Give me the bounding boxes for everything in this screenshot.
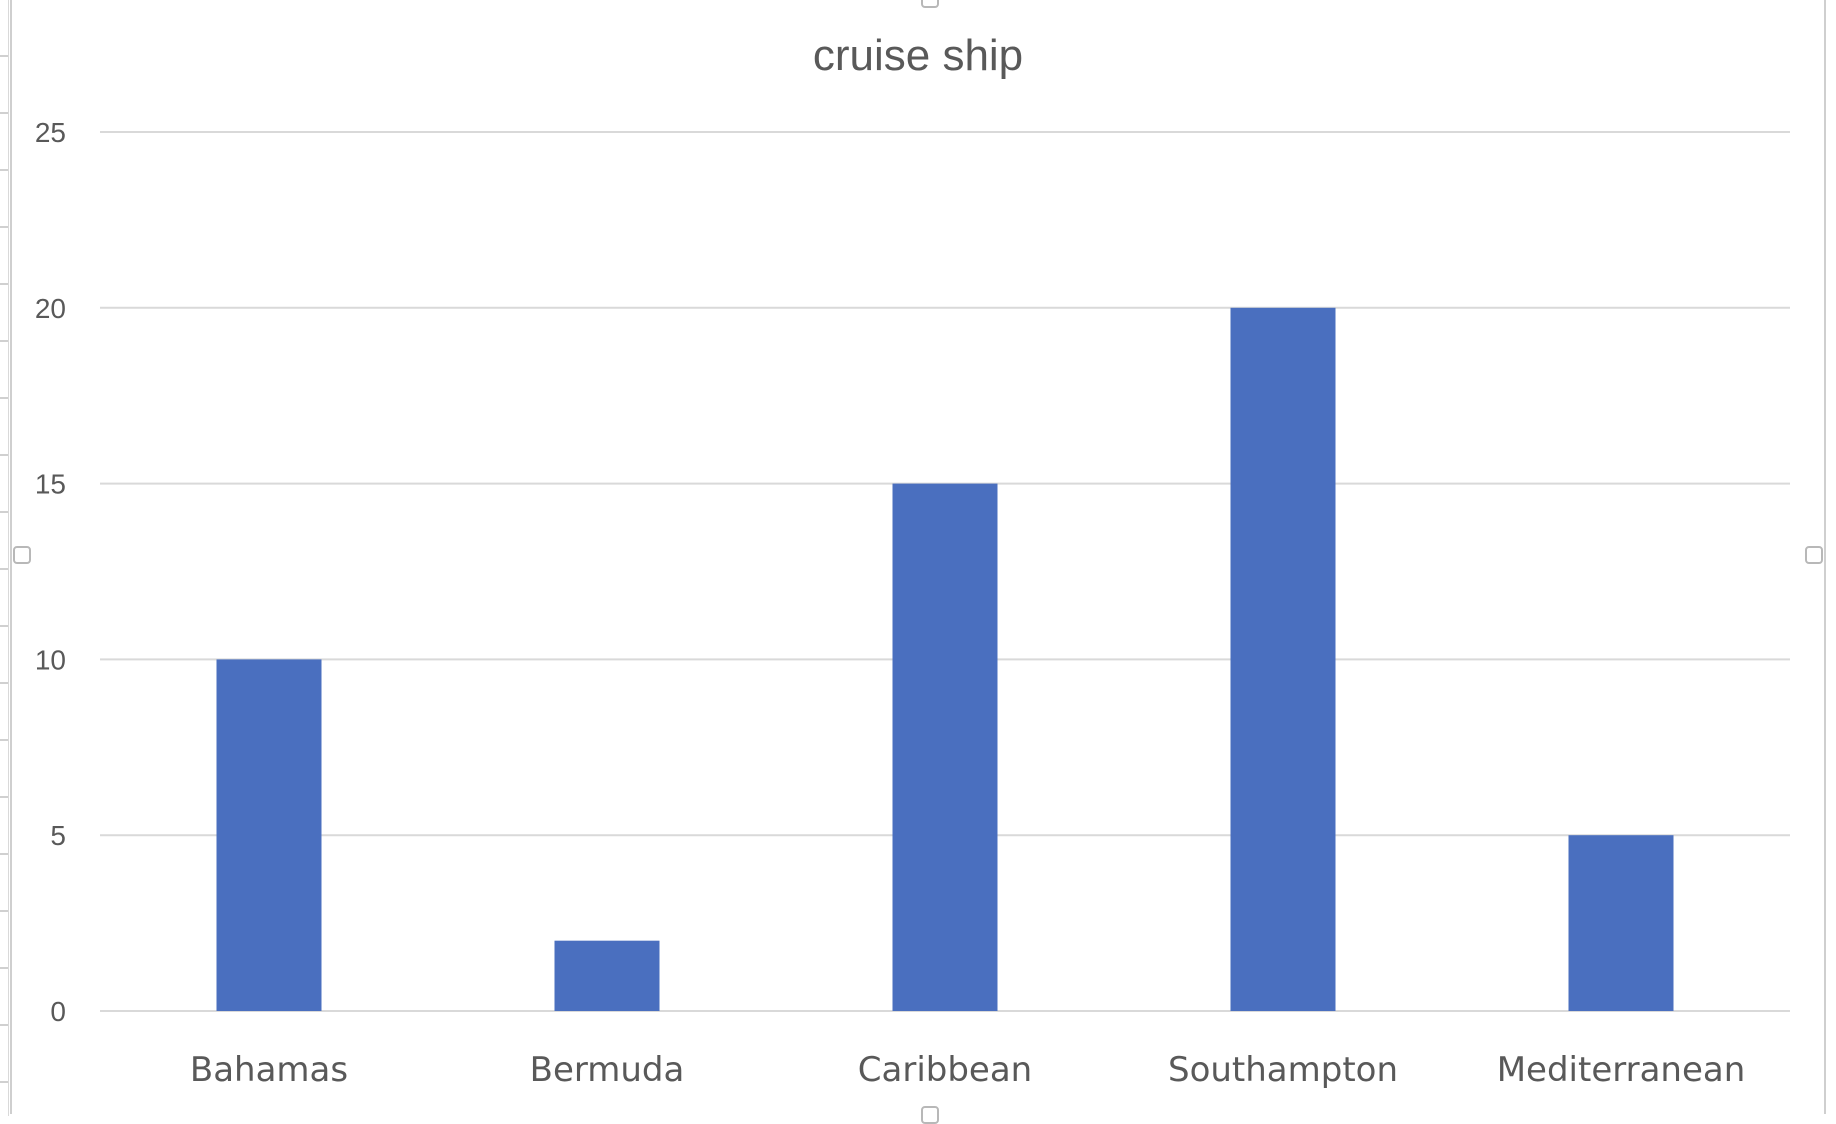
bars <box>216 307 1674 1012</box>
bar-caribbean[interactable] <box>892 483 998 1012</box>
y-tick-label: 5 <box>50 820 66 851</box>
x-category-label: Caribbean <box>858 1050 1032 1090</box>
resize-handle-top[interactable] <box>921 0 939 8</box>
left-ruler <box>0 0 9 1116</box>
resize-handle-left[interactable] <box>13 546 31 564</box>
x-category-label: Bermuda <box>530 1050 685 1090</box>
x-category-label: Bahamas <box>190 1050 348 1090</box>
resize-handle-right[interactable] <box>1805 546 1823 564</box>
bar-bahamas[interactable] <box>216 659 322 1011</box>
x-axis-category-labels: Bahamas Bermuda Caribbean Southampton Medite… <box>190 1050 1745 1090</box>
y-tick-label: 25 <box>35 117 66 148</box>
y-tick-label: 15 <box>35 469 66 500</box>
bar-mediterranean[interactable] <box>1568 835 1674 1011</box>
x-category-label: Mediterranean <box>1497 1050 1746 1090</box>
chart-title: cruise ship <box>813 31 1023 80</box>
bar-bermuda[interactable] <box>554 940 660 1011</box>
y-axis-tick-labels: 0 5 10 15 20 25 <box>35 117 66 1027</box>
y-tick-label: 10 <box>35 644 66 675</box>
y-tick-label: 0 <box>50 996 66 1027</box>
y-tick-label: 20 <box>35 293 66 324</box>
x-category-label: Southampton <box>1168 1050 1398 1090</box>
bar-southampton[interactable] <box>1230 307 1336 1011</box>
